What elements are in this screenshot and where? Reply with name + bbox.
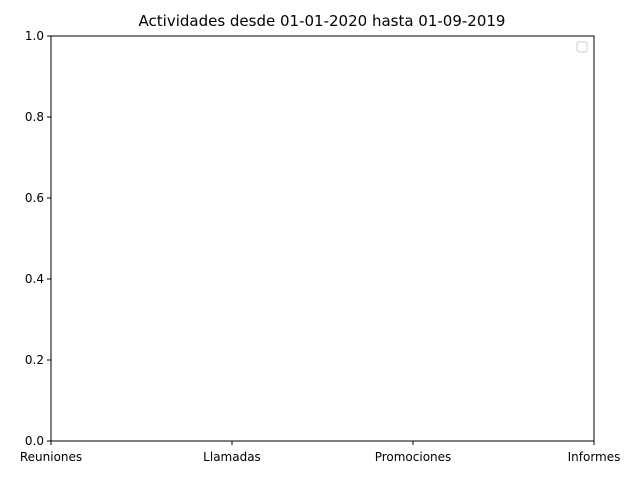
x-axis: Reuniones Llamadas Promociones Informes <box>20 441 621 464</box>
chart-title: Actividades desde 01-01-2020 hasta 01-09… <box>139 12 506 30</box>
x-tick-label: Llamadas <box>203 450 261 464</box>
y-tick-label: 1.0 <box>25 29 44 43</box>
y-tick-label: 0.6 <box>25 191 44 205</box>
x-tick-label: Informes <box>568 450 621 464</box>
y-tick-label: 0.4 <box>25 272 44 286</box>
y-tick-label: 0.0 <box>25 434 44 448</box>
y-tick-label: 0.8 <box>25 110 44 124</box>
x-tick-label: Reuniones <box>20 450 82 464</box>
y-tick-label: 0.2 <box>25 353 44 367</box>
x-tick-label: Promociones <box>375 450 452 464</box>
legend-box <box>576 41 588 53</box>
plot-frame <box>50 35 595 442</box>
plot-area <box>51 36 594 441</box>
y-axis: 0.0 0.2 0.4 0.6 0.8 1.0 <box>25 29 51 448</box>
